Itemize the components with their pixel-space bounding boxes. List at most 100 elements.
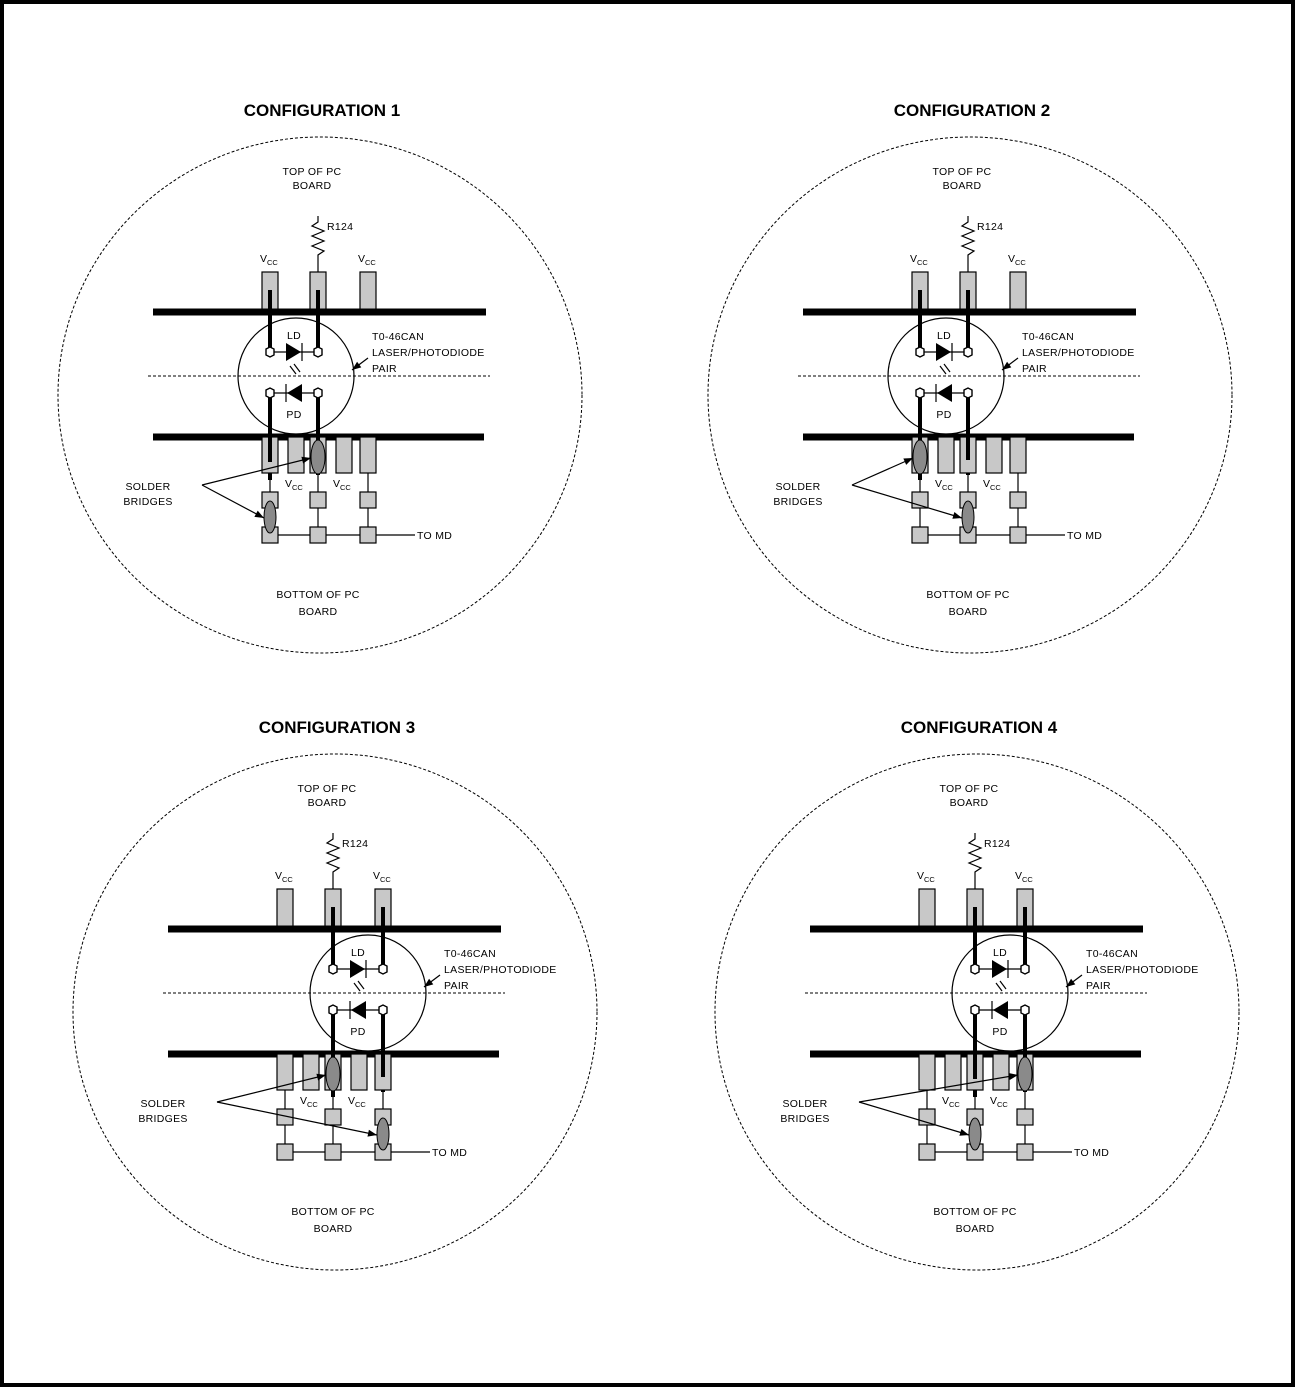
solder-leader-lower: [201, 484, 265, 519]
configuration-panel-4: CONFIGURATION 4 TOP OF PC BOARD BOTTOM OF P…: [714, 718, 1240, 1271]
bottom-of-board-line1: BOTTOM OF PC: [291, 1206, 374, 1218]
can-label-line1: T0-46CAN: [1086, 948, 1138, 960]
vcc-label-cc: CC: [949, 1100, 960, 1109]
photodiode-symbol: [349, 1001, 366, 1019]
pd-pin-right: [1020, 1004, 1030, 1016]
pd-pin-right: [963, 387, 973, 399]
ld-pin-right: [313, 346, 323, 358]
resistor-r124: [960, 216, 976, 272]
vcc-label-cc: CC: [340, 483, 351, 492]
vcc-label-bottom-1: V CC: [300, 1095, 318, 1109]
md-pad-3: [1009, 526, 1027, 544]
solder-label-line1: SOLDER: [783, 1098, 828, 1110]
top-of-board-line1: TOP OF PC: [940, 783, 999, 795]
can-label-line1: T0-46CAN: [444, 948, 496, 960]
solder-label-line2: BRIDGES: [138, 1113, 187, 1125]
vcc-label-top-right: V CC: [373, 870, 391, 884]
vcc-label-top-right: V CC: [1008, 253, 1026, 267]
pd-pin-left: [915, 387, 925, 399]
vcc-label-bottom-1: V CC: [935, 478, 953, 492]
diode-triangle: [351, 1001, 366, 1019]
vcc-label-v: V: [300, 1095, 307, 1107]
mid-pad-2: [324, 1108, 342, 1126]
vcc-label-v: V: [1008, 253, 1015, 265]
ld-pin-left: [328, 963, 338, 975]
diode-triangle: [350, 960, 365, 978]
vcc-label-v: V: [373, 870, 380, 882]
solder-arrow-lower: [367, 1129, 377, 1137]
vcc-label-top-left: V CC: [917, 870, 935, 884]
vcc-label-v: V: [917, 870, 924, 882]
pd-label: PD: [992, 1026, 1007, 1038]
configuration-title: CONFIGURATION 4: [901, 718, 1058, 737]
md-pad-1: [918, 1143, 936, 1161]
boundary-circle: [707, 136, 1233, 654]
solder-arrow-upper: [903, 458, 913, 465]
resistor-r124: [310, 216, 326, 272]
diode-triangle: [992, 960, 1007, 978]
can-label-line3: PAIR: [444, 980, 469, 992]
top-pad-3: [1009, 271, 1027, 313]
light-ray-2: [943, 363, 951, 373]
laser-diode-symbol: [936, 343, 953, 361]
lower-solder-bridge: [968, 1117, 982, 1151]
vcc-label-v: V: [983, 478, 990, 490]
bottom-pad-2: [302, 1053, 320, 1091]
can-label-line2: LASER/PHOTODIODE: [444, 964, 557, 976]
bottom-of-board-line1: BOTTOM OF PC: [933, 1206, 1016, 1218]
pd-label: PD: [350, 1026, 365, 1038]
configuration-title: CONFIGURATION 3: [259, 718, 415, 737]
can-label-line2: LASER/PHOTODIODE: [1022, 347, 1135, 359]
can-leader-arrow: [424, 978, 434, 987]
mid-pad-3: [1009, 491, 1027, 509]
vcc-label-bottom-2: V CC: [348, 1095, 366, 1109]
light-ray-1: [289, 365, 297, 375]
solder-label-line1: SOLDER: [141, 1098, 186, 1110]
md-pad-1: [276, 1143, 294, 1161]
diode-triangle: [286, 343, 301, 361]
light-ray-1: [353, 982, 361, 992]
light-ray-1: [995, 982, 1003, 992]
can-label-line3: PAIR: [1086, 980, 1111, 992]
vcc-label-cc: CC: [380, 875, 391, 884]
solder-label-line2: BRIDGES: [123, 496, 172, 508]
ld-label: LD: [287, 330, 301, 342]
ld-label: LD: [937, 330, 951, 342]
mid-pad-3: [1016, 1108, 1034, 1126]
solder-leader-lower: [851, 484, 963, 519]
to46-can: [237, 317, 355, 435]
solder-leader-lower: [216, 1101, 378, 1136]
to-md-label: TO MD: [1067, 530, 1102, 542]
pd-pin-right: [313, 387, 323, 399]
solder-arrow-lower: [952, 512, 962, 519]
boundary-circle: [72, 753, 598, 1271]
resistor-label: R124: [342, 838, 368, 850]
vcc-label-cc: CC: [307, 1100, 318, 1109]
vcc-label-cc: CC: [924, 875, 935, 884]
vcc-label-top-right: V CC: [1015, 870, 1033, 884]
top-of-board-line1: TOP OF PC: [283, 166, 342, 178]
bottom-of-board-line2: BOARD: [949, 606, 988, 618]
pd-label: PD: [286, 409, 301, 421]
vcc-label-v: V: [275, 870, 282, 882]
solder-arrow-upper: [301, 456, 311, 464]
vcc-label-bottom-2: V CC: [333, 478, 351, 492]
vcc-label-cc: CC: [365, 258, 376, 267]
bottom-of-board-line1: BOTTOM OF PC: [926, 589, 1009, 601]
photodiode-symbol: [935, 384, 952, 402]
top-of-board-line2: BOARD: [950, 797, 989, 809]
can-label-line3: PAIR: [1022, 363, 1047, 375]
solder-arrow-lower: [959, 1129, 969, 1136]
upper-solder-bridge: [912, 439, 928, 475]
top-of-board-line1: TOP OF PC: [298, 783, 357, 795]
can-leader-arrow: [352, 361, 362, 370]
ld-pin-right: [963, 346, 973, 358]
solder-arrow-lower: [254, 510, 264, 518]
can-leader-arrow: [1066, 978, 1076, 987]
can-label-line2: LASER/PHOTODIODE: [372, 347, 485, 359]
md-pad-3: [1016, 1143, 1034, 1161]
vcc-label-v: V: [348, 1095, 355, 1107]
resistor-r124: [967, 833, 983, 889]
diode-triangle: [993, 1001, 1008, 1019]
